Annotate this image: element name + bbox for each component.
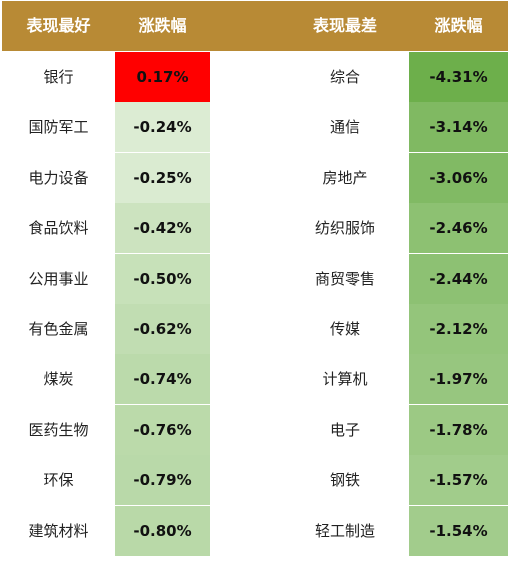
best-sector-name: 公用事业 — [28, 269, 89, 288]
worst-sector-change: -1.57% — [409, 455, 508, 506]
worst-sector-name: 轻工制造 — [314, 521, 375, 540]
worst-sector-name: 通信 — [329, 118, 360, 137]
best-sector-name: 建筑材料 — [28, 521, 89, 540]
worst-sector-change: -3.06% — [409, 152, 508, 203]
table-row: 有色金属 -0.62% 传媒 -2.12% — [2, 304, 508, 354]
best-sector-change: -0.76% — [115, 404, 210, 455]
table-row: 食品饮料 -0.42% 纺织服饰 -2.46% — [2, 203, 508, 254]
table-row: 建筑材料 -0.80% 轻工制造 -1.54% — [2, 505, 508, 556]
best-sector-change: -0.62% — [115, 304, 210, 354]
worst-sector-change: -1.54% — [409, 505, 508, 556]
worst-sector-change: -4.31% — [409, 52, 508, 102]
worst-sector-change: -1.78% — [409, 404, 508, 455]
best-sector-change: -0.24% — [115, 102, 210, 153]
best-sector-name: 电力设备 — [28, 168, 89, 187]
best-sector-name: 国防军工 — [28, 118, 89, 137]
header-worst-change: 涨跌幅 — [434, 16, 483, 35]
header-best-label: 表现最好 — [26, 16, 91, 35]
table-row: 煤炭 -0.74% 计算机 -1.97% — [2, 354, 508, 405]
worst-sector-change: -1.97% — [409, 354, 508, 405]
worst-sector-name: 综合 — [329, 68, 360, 86]
table-row: 银行 0.17% 综合 -4.31% — [2, 52, 508, 102]
table-row: 电力设备 -0.25% 房地产 -3.06% — [2, 152, 508, 203]
worst-sector-change: -2.12% — [409, 304, 508, 354]
table-row: 公用事业 -0.50% 商贸零售 -2.44% — [2, 253, 508, 304]
best-sector-name: 银行 — [43, 68, 74, 86]
worst-sector-name: 传媒 — [329, 320, 360, 338]
best-sector-change: -0.80% — [115, 505, 210, 556]
best-sector-change: -0.42% — [115, 203, 210, 254]
best-sector-change: 0.17% — [115, 52, 210, 102]
header-worst-label: 表现最差 — [312, 16, 377, 35]
worst-sector-change: -2.46% — [409, 203, 508, 254]
best-sector-name: 有色金属 — [28, 320, 89, 338]
worst-sector-name: 电子 — [329, 420, 360, 439]
best-sector-name: 煤炭 — [43, 370, 74, 389]
table-header: 表现最好 涨跌幅 表现最差 涨跌幅 — [2, 1, 508, 51]
header-best-change: 涨跌幅 — [138, 16, 187, 35]
table-row: 国防军工 -0.24% 通信 -3.14% — [2, 102, 508, 153]
best-sector-name: 环保 — [43, 471, 74, 490]
worst-sector-name: 计算机 — [322, 370, 368, 389]
table-row: 环保 -0.79% 钢铁 -1.57% — [2, 455, 508, 506]
worst-sector-change: -3.14% — [409, 102, 508, 153]
worst-sector-name: 商贸零售 — [314, 269, 375, 288]
best-sector-name: 食品饮料 — [28, 219, 89, 238]
table-row: 医药生物 -0.76% 电子 -1.78% — [2, 404, 508, 455]
best-sector-change: -0.74% — [115, 354, 210, 405]
worst-sector-change: -2.44% — [409, 253, 508, 304]
worst-sector-name: 纺织服饰 — [314, 219, 375, 238]
best-sector-change: -0.50% — [115, 253, 210, 304]
best-sector-name: 医药生物 — [28, 420, 89, 439]
worst-sector-name: 钢铁 — [329, 471, 360, 490]
best-sector-change: -0.25% — [115, 152, 210, 203]
worst-sector-name: 房地产 — [322, 168, 368, 187]
best-sector-change: -0.79% — [115, 455, 210, 506]
